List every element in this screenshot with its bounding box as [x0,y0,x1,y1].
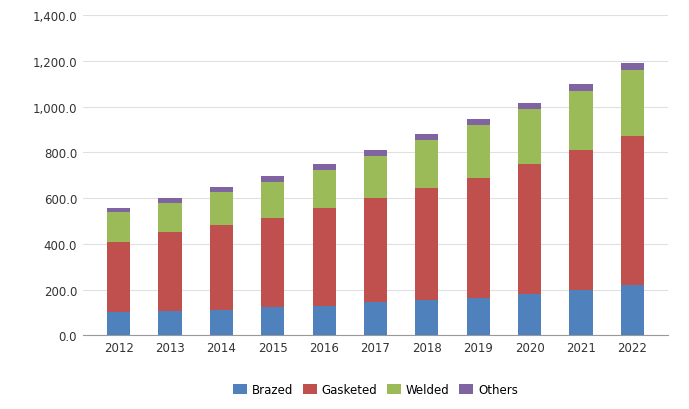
Bar [364,199,387,302]
Bar [518,164,541,294]
Bar [518,104,541,110]
Bar [261,218,285,307]
Bar [261,177,285,183]
Bar [466,126,490,178]
Bar [210,187,233,193]
Bar [313,306,336,335]
Bar [518,110,541,164]
Bar [364,157,387,199]
Bar [313,170,336,209]
Bar [621,285,644,335]
Bar [466,298,490,335]
Bar [569,85,593,92]
Bar [466,178,490,298]
Bar [261,183,285,218]
Bar [313,209,336,306]
Bar [569,92,593,151]
Bar [210,310,233,335]
Bar [621,137,644,285]
Bar [466,120,490,126]
Bar [415,141,438,189]
Legend: Brazed, Gasketed, Welded, Others: Brazed, Gasketed, Welded, Others [233,383,518,396]
Bar [569,151,593,290]
Bar [415,135,438,141]
Bar [415,300,438,335]
Bar [621,64,644,71]
Bar [313,164,336,170]
Bar [415,189,438,300]
Bar [107,242,130,312]
Bar [107,312,130,335]
Bar [210,193,233,225]
Bar [569,290,593,335]
Bar [621,71,644,137]
Bar [158,312,182,335]
Bar [158,203,182,233]
Bar [158,233,182,312]
Bar [261,307,285,335]
Bar [364,302,387,335]
Bar [364,151,387,157]
Bar [518,294,541,335]
Bar [210,225,233,310]
Bar [158,199,182,203]
Bar [107,208,130,212]
Bar [107,212,130,242]
